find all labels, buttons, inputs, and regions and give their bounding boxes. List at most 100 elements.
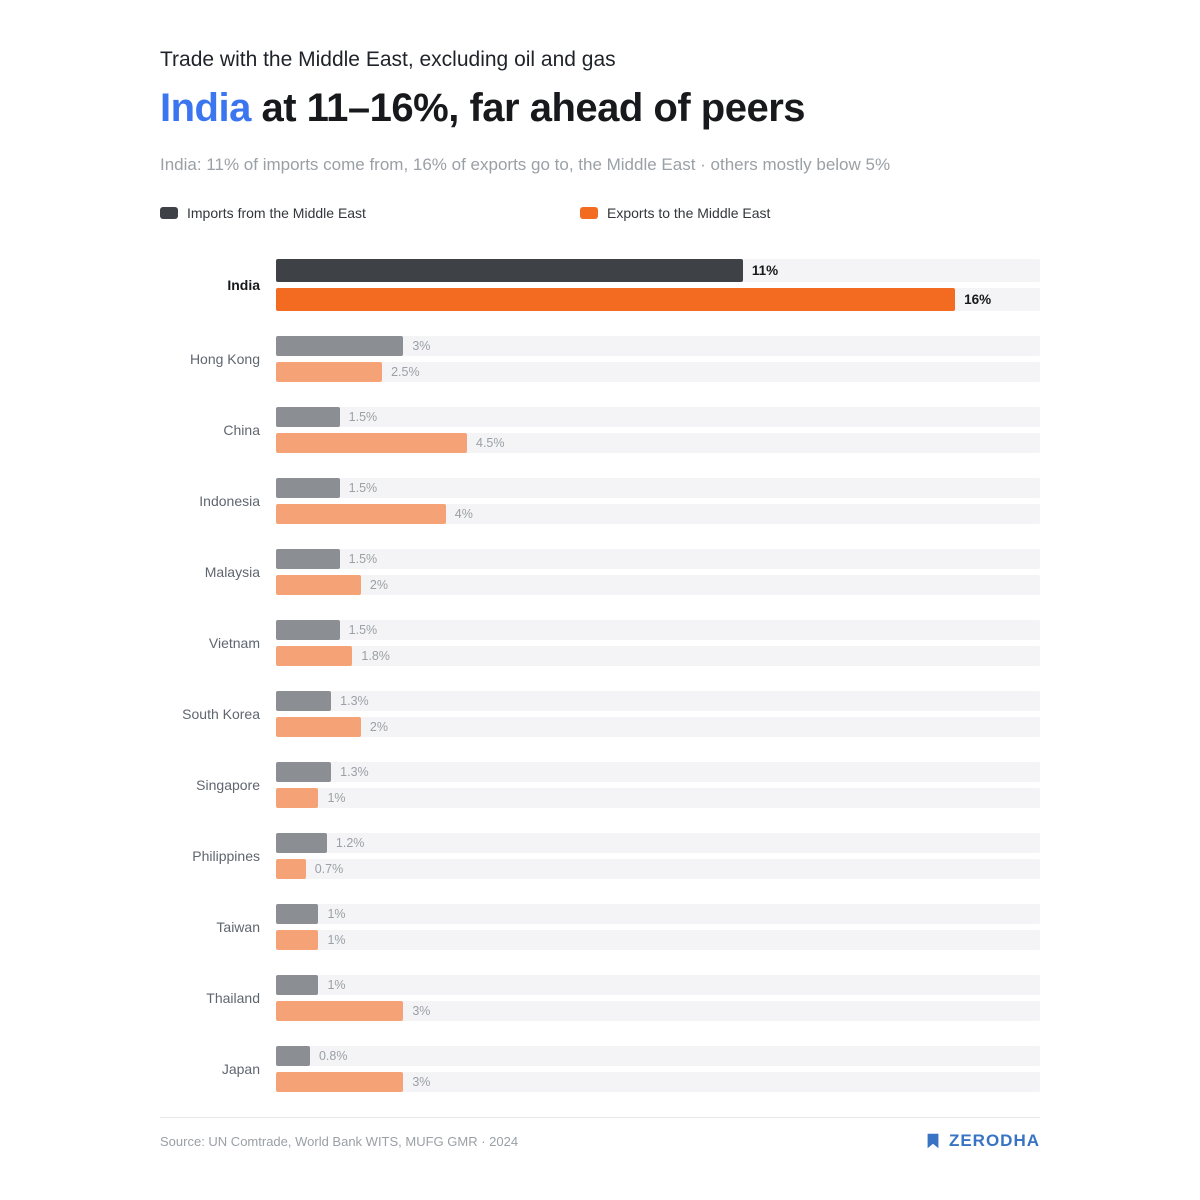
export-bar [276,930,319,950]
bar-group: 1.5% 4.5% [276,407,1040,453]
category-label: China [223,422,260,438]
bar-group: 1.2% 0.7% [276,833,1040,879]
import-bar-track: 1.5% [276,478,1040,498]
chart-row: Hong Kong 3% 2.5% [160,336,1040,382]
export-bar [276,646,353,666]
bar-group: 1% 3% [276,975,1040,1021]
export-bar [276,288,956,311]
category-label: Indonesia [199,493,260,509]
chart-row: India 11% 16% [160,259,1040,311]
import-bar-track: 11% [276,259,1040,282]
export-value-label: 2% [369,578,388,592]
export-bar-track: 3% [276,1001,1040,1021]
chart-row: Vietnam 1.5% 1.8% [160,620,1040,666]
chart-eyebrow: Trade with the Middle East, excluding oi… [160,48,616,71]
bar-group: 1.3% 1% [276,762,1040,808]
import-bar-track: 1.5% [276,620,1040,640]
legend-item-imports: Imports from the Middle East [160,205,580,221]
import-bar-track: 3% [276,336,1040,356]
export-value-label: 3% [412,1004,431,1018]
export-value-label: 3% [412,1075,431,1089]
export-value-label: 4% [454,507,473,521]
import-bar [276,407,340,427]
import-bar [276,620,340,640]
infographic-page: Trade with the Middle East, excluding oi… [160,48,1040,1151]
export-bar-track: 1% [276,788,1040,808]
export-value-label: 1% [327,791,346,805]
page-title: India at 11–16%, far ahead of peers [160,86,1040,131]
category-label: Malaysia [204,564,260,580]
bar-group: 1% 1% [276,904,1040,950]
category-label: India [227,277,260,293]
import-value-label: 1.3% [340,694,369,708]
export-bar [276,1072,404,1092]
chart-row: Philippines 1.2% 0.7% [160,833,1040,879]
export-bar-track: 1.8% [276,646,1040,666]
import-value-label: 1% [327,978,346,992]
chart-row: Thailand 1% 3% [160,975,1040,1021]
export-value-label: 2% [369,720,388,734]
export-bar [276,575,361,595]
legend-label-imports: Imports from the Middle East [187,205,366,221]
import-bar [276,975,319,995]
category-label: Philippines [192,848,260,864]
bar-group: 1.5% 4% [276,478,1040,524]
bar-group: 0.8% 3% [276,1046,1040,1092]
import-value-label: 1.5% [348,481,378,495]
export-bar [276,504,446,524]
export-bar [276,362,383,382]
import-bar [276,336,404,356]
zerodha-kite-icon [927,1133,939,1149]
legend-item-exports: Exports to the Middle East [580,205,770,221]
category-label: Japan [221,1061,260,1077]
import-value-label: 1.5% [348,552,378,566]
export-bar [276,717,361,737]
export-bar-track: 16% [276,288,1040,311]
chart-subtitle: India: 11% of imports come from, 16% of … [160,155,891,174]
title-highlight: India [160,86,251,130]
import-bar-track: 1% [276,904,1040,924]
exports-swatch-icon [580,207,598,219]
imports-swatch-icon [160,207,178,219]
export-bar-track: 1% [276,930,1040,950]
bar-group: 11% 16% [276,259,1040,311]
export-value-label: 0.7% [314,862,344,876]
import-value-label: 0.8% [318,1049,348,1063]
category-label: Singapore [196,777,260,793]
import-bar-track: 0.8% [276,1046,1040,1066]
bar-group: 3% 2.5% [276,336,1040,382]
chart-row: Malaysia 1.5% 2% [160,549,1040,595]
export-value-label: 4.5% [476,436,505,450]
export-value-label: 1% [327,933,346,947]
bar-group: 1.3% 2% [276,691,1040,737]
import-bar-track: 1.5% [276,407,1040,427]
import-value-label: 1.5% [348,623,378,637]
title-rest: at 11–16%, far ahead of peers [250,86,806,130]
import-value-label: 1% [327,907,346,921]
export-bar [276,859,306,879]
export-bar-track: 4.5% [276,433,1040,453]
import-value-label: 1.2% [335,836,365,850]
chart-row: Taiwan 1% 1% [160,904,1040,950]
import-bar [276,478,340,498]
brand-logo: ZERODHA [924,1131,1040,1151]
export-bar [276,788,319,808]
category-label: Vietnam [208,635,260,651]
category-label: Taiwan [216,919,260,935]
export-bar-track: 3% [276,1072,1040,1092]
import-value-label: 1.3% [340,765,369,779]
category-label: South Korea [182,706,260,722]
chart-row: South Korea 1.3% 2% [160,691,1040,737]
import-bar [276,1046,310,1066]
export-bar-track: 2% [276,717,1040,737]
export-bar-track: 2% [276,575,1040,595]
export-value-label: 2.5% [391,365,420,379]
import-bar-track: 1.5% [276,549,1040,569]
export-bar-track: 0.7% [276,859,1040,879]
import-value-label: 3% [412,339,431,353]
export-bar-track: 4% [276,504,1040,524]
bar-group: 1.5% 1.8% [276,620,1040,666]
import-bar-track: 1.3% [276,691,1040,711]
brand-wordmark: ZERODHA [948,1131,1040,1150]
category-label: Hong Kong [189,351,260,367]
